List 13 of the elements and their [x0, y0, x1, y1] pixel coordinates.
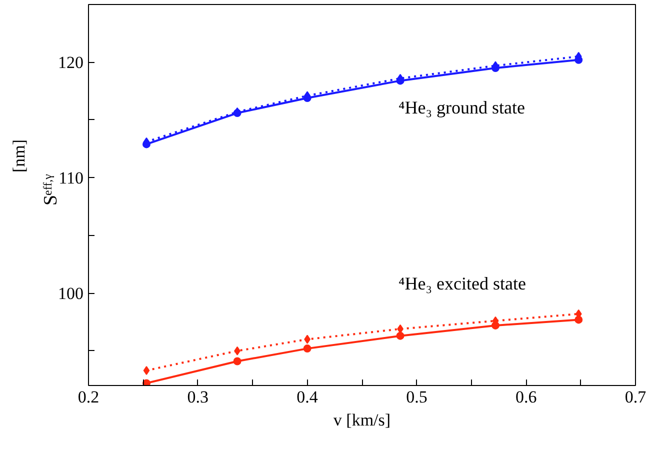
y-tick-label: 120 [58, 53, 84, 72]
annotation: ⁴He₃ excited state [398, 274, 526, 294]
y-tick-label: 100 [58, 284, 84, 304]
x-tick-label: 0.2 [78, 388, 100, 406]
y-tick-label: 110 [58, 168, 84, 188]
y-axis-title: Seff,γ [nm] [10, 139, 62, 206]
x-tick-label: 0.7 [624, 388, 647, 406]
x-tick-label: 0.4 [296, 388, 318, 406]
annotation: ⁴He₃ ground state [398, 98, 526, 118]
x-tick-label: 0.6 [515, 388, 537, 406]
x-tick-label: 0.3 [187, 388, 209, 406]
x-tick-label: 0.5 [406, 388, 428, 406]
x-axis-title: v [km/s] [333, 410, 391, 430]
